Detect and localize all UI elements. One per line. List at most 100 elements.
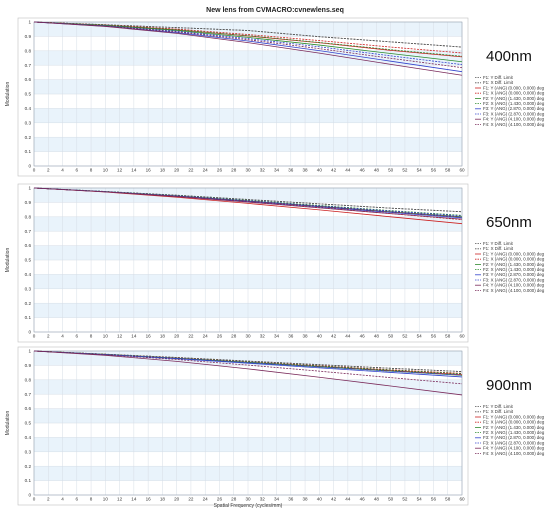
legend-entry: F1: X (ANG) (0.000, 0.000) deg — [483, 91, 545, 96]
x-tick-label: 12 — [117, 334, 123, 339]
legend-entry: F4: Y (ANG) (4.100, 0.000) deg — [483, 283, 545, 288]
x-tick-label: 22 — [188, 168, 194, 173]
x-tick-label: 42 — [331, 168, 337, 173]
series-line-10 — [33, 21, 463, 69]
y-tick-label: 0.9 — [25, 34, 32, 39]
x-tick-label: 0 — [33, 334, 36, 339]
panel-frame — [17, 183, 469, 343]
x-tick-label: 32 — [260, 334, 266, 339]
x-tick-label: 6 — [76, 334, 79, 339]
y-tick-label: 0.3 — [25, 120, 32, 125]
x-tick-label: 14 — [131, 168, 137, 173]
y-tick-label: 0.4 — [25, 272, 32, 277]
legend-entry: F1: X Diff. Limit — [483, 246, 514, 251]
x-tick-label: 18 — [160, 168, 166, 173]
y-tick-label: 0.5 — [25, 421, 32, 426]
legend-entry: F2: X (ANG) (1.430, 0.000) deg — [483, 267, 545, 272]
x-tick-label: 32 — [260, 168, 266, 173]
x-tick-label: 10 — [103, 497, 109, 502]
x-tick-label: 0 — [33, 497, 36, 502]
plot-border — [33, 350, 463, 496]
y-tick-label: 0.2 — [25, 464, 32, 469]
y-tick-label: 0.8 — [25, 377, 32, 382]
chart-panels: 0 2 4 6 8 10 12 14 16 18 20 22 24 26 28 30 32 34 36 38 40 42 4… — [5, 17, 545, 509]
legend-entry: F3: X (ANG) (2.870, 0.000) deg — [483, 440, 545, 445]
x-tick-label: 50 — [388, 497, 394, 502]
legend-entry: F4: X (ANG) (4.100, 0.000) deg — [483, 451, 545, 456]
x-tick-label: 36 — [288, 168, 294, 173]
legend-entry: F1: Y Diff. Limit — [483, 404, 514, 409]
x-tick-label: 54 — [417, 168, 423, 173]
x-tick-label: 48 — [374, 334, 380, 339]
x-tick-label: 24 — [203, 168, 209, 173]
x-tick-label: 16 — [146, 168, 152, 173]
legend-entry: F1: X Diff. Limit — [483, 80, 514, 85]
y-tick-label: 0.6 — [25, 243, 32, 248]
y-tick-label: 0.1 — [25, 149, 32, 154]
legend-entry: F1: X (ANG) (0.000, 0.000) deg — [483, 420, 545, 425]
y-tick-label: 0.7 — [25, 229, 32, 234]
x-tick-label: 4 — [61, 334, 64, 339]
x-tick-label: 60 — [459, 497, 465, 502]
x-tick-label: 26 — [217, 334, 223, 339]
legend-entry: F4: Y (ANG) (4.100, 0.000) deg — [483, 446, 545, 451]
legend-entry: F1: X (ANG) (0.000, 0.000) deg — [483, 257, 545, 262]
wavelength-label: 400nm — [486, 48, 532, 65]
x-tick-label: 6 — [76, 168, 79, 173]
x-tick-label: 14 — [131, 497, 137, 502]
wavelength-label: 650nm — [486, 214, 532, 231]
legend-entry: F4: X (ANG) (4.100, 0.000) deg — [483, 122, 545, 127]
legend-entry: F4: Y (ANG) (4.100, 0.000) deg — [483, 117, 545, 122]
x-tick-label: 28 — [231, 497, 237, 502]
x-tick-label: 34 — [274, 497, 280, 502]
y-tick-label: 0 — [28, 330, 31, 335]
legend-entry: F2: Y (ANG) (1.430, 0.000) deg — [483, 96, 545, 101]
x-tick-label: 44 — [345, 497, 351, 502]
y-tick-label: 0 — [28, 164, 31, 169]
y-tick-label: 0.2 — [25, 135, 32, 140]
y-tick-label: 0.8 — [25, 48, 32, 53]
y-tick-label: 0.7 — [25, 63, 32, 68]
x-tick-label: 16 — [146, 497, 152, 502]
x-tick-label: 42 — [331, 334, 337, 339]
series-line-9 — [33, 21, 463, 76]
x-tick-label: 36 — [288, 497, 294, 502]
x-tick-label: 38 — [303, 168, 309, 173]
x-tick-label: 18 — [160, 497, 166, 502]
x-tick-label: 4 — [61, 497, 64, 502]
legend-entry: F3: Y (ANG) (2.870, 0.000) deg — [483, 435, 545, 440]
panel-frame — [17, 346, 469, 506]
series-line-9 — [33, 350, 463, 396]
x-tick-label: 40 — [317, 497, 323, 502]
legend-entry: F3: Y (ANG) (2.870, 0.000) deg — [483, 272, 545, 277]
legend-entry: F3: X (ANG) (2.870, 0.000) deg — [483, 111, 545, 116]
y-tick-label: 0.4 — [25, 435, 32, 440]
x-tick-label: 40 — [317, 168, 323, 173]
x-tick-label: 26 — [217, 497, 223, 502]
x-tick-label: 60 — [459, 168, 465, 173]
x-tick-label: 52 — [402, 168, 408, 173]
x-tick-label: 44 — [345, 168, 351, 173]
x-tick-label: 16 — [146, 334, 152, 339]
x-tick-label: 12 — [117, 168, 123, 173]
x-tick-label: 4 — [61, 168, 64, 173]
y-tick-label: 0.6 — [25, 406, 32, 411]
x-tick-label: 46 — [360, 168, 366, 173]
x-tick-label: 10 — [103, 168, 109, 173]
x-tick-label: 46 — [360, 334, 366, 339]
wavelength-label: 900nm — [486, 377, 532, 394]
y-tick-label: 0.2 — [25, 301, 32, 306]
y-tick-label: 1 — [28, 20, 31, 25]
x-tick-label: 26 — [217, 168, 223, 173]
x-tick-label: 50 — [388, 168, 394, 173]
x-tick-label: 0 — [33, 168, 36, 173]
x-tick-label: 6 — [76, 497, 79, 502]
y-tick-label: 0.6 — [25, 77, 32, 82]
y-tick-label: 0.3 — [25, 286, 32, 291]
x-tick-label: 52 — [402, 334, 408, 339]
x-tick-label: 28 — [231, 168, 237, 173]
x-tick-label: 30 — [245, 497, 251, 502]
y-tick-label: 0.3 — [25, 449, 32, 454]
legend-entry: F1: Y (ANG) (0.000, 0.000) deg — [483, 414, 545, 419]
